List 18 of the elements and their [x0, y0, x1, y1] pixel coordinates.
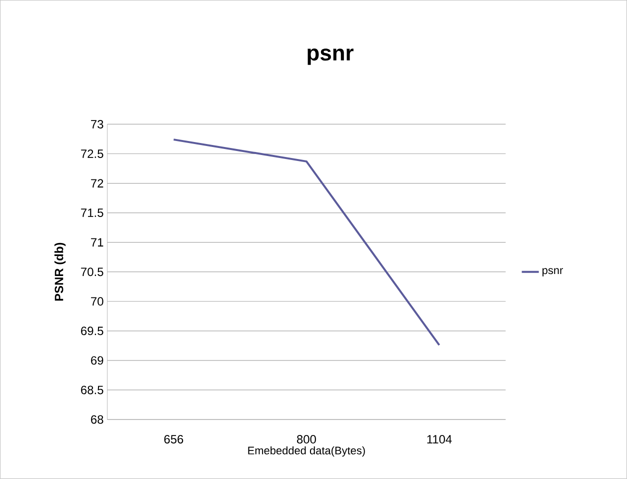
y-tick-label: 72.5 — [81, 150, 104, 158]
y-tick-label: 72 — [91, 179, 104, 188]
x-tick-label: 1104 — [427, 435, 452, 444]
x-tick-label: 800 — [296, 435, 316, 444]
chart-title: psnr — [308, 48, 354, 66]
y-axis-title: PSNR (db) — [54, 242, 66, 301]
y-tick-label: 69 — [91, 356, 104, 365]
y-tick-label: 73 — [91, 120, 104, 129]
y-tick-label: 71 — [91, 238, 104, 247]
y-tick-label: 68 — [91, 415, 104, 424]
x-axis-title: Emebedded data(Bytes) — [248, 446, 365, 457]
y-tick-label: 70.5 — [81, 268, 104, 276]
y-tick-label: 71.5 — [81, 208, 104, 218]
y-tick-label: 69.5 — [81, 326, 104, 336]
legend-label: psnr — [542, 268, 563, 276]
y-tick-label: 68.5 — [81, 386, 104, 394]
x-tick-label: 656 — [164, 435, 184, 444]
y-tick-label: 70 — [91, 297, 104, 306]
